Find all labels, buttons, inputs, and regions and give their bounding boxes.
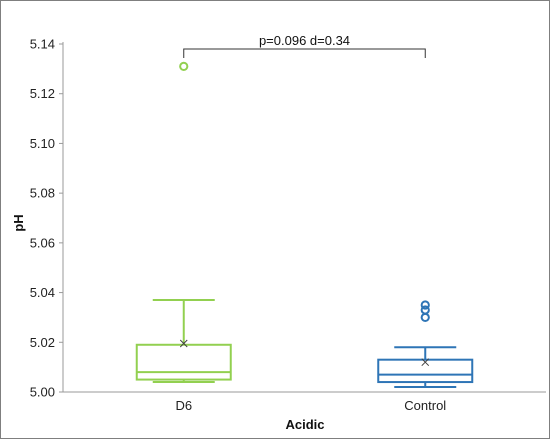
mean-marker bbox=[179, 339, 188, 348]
outlier-point bbox=[420, 312, 430, 323]
y-tick-label: 5.12 bbox=[30, 86, 55, 101]
box-d6 bbox=[135, 61, 232, 384]
boxes bbox=[135, 61, 474, 389]
y-axis-title: pH bbox=[11, 214, 26, 231]
y-tick-label: 5.06 bbox=[30, 235, 55, 250]
significance-label: p=0.096 d=0.34 bbox=[259, 33, 350, 48]
significance-annotation: p=0.096 d=0.34 bbox=[183, 33, 426, 58]
iqr-box bbox=[135, 343, 232, 381]
y-tick-label: 5.00 bbox=[30, 385, 55, 400]
axes: 5.00 5.02 5.04 5.06 5.08 5.10 5.12 5.14 D6 Contro… bbox=[30, 37, 546, 413]
x-tick-label: Control bbox=[404, 398, 446, 413]
outlier-point bbox=[420, 300, 430, 310]
y-tick-label: 5.02 bbox=[30, 335, 55, 350]
x-axis-title: Acidic bbox=[285, 417, 324, 432]
y-tick-label: 5.04 bbox=[30, 285, 55, 300]
outlier-point bbox=[420, 305, 430, 315]
x-tick-label: D6 bbox=[175, 398, 192, 413]
y-tick-label: 5.10 bbox=[30, 136, 55, 151]
y-tick-label: 5.08 bbox=[30, 186, 55, 201]
y-tick-label: 5.14 bbox=[30, 37, 55, 52]
mean-marker bbox=[421, 358, 430, 367]
significance-bracket bbox=[183, 48, 426, 58]
outlier-point bbox=[179, 61, 189, 71]
iqr-box bbox=[377, 358, 474, 384]
box-control bbox=[377, 300, 474, 389]
